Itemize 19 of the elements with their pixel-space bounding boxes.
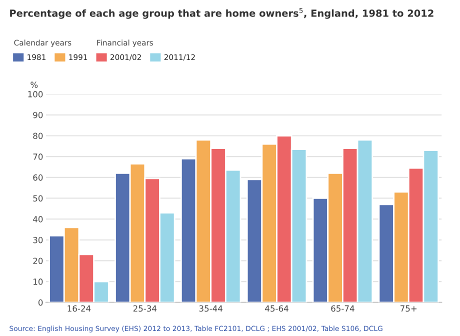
y-tick-label: 70: [33, 154, 43, 160]
y-tick-label: 20: [33, 258, 43, 264]
y-tick-label: 50: [33, 195, 43, 202]
y-tick-label: 30: [33, 236, 43, 244]
y-tick-label: 40: [33, 216, 43, 222]
y-tick-label: 10: [34, 278, 43, 285]
y-axis-title: %: [30, 82, 38, 88]
chart-title: Percentage of each age group that are home owners$^{5}$, England, 1981 to 2012: [10, 8, 434, 19]
x-tick-label: 16-24: [68, 305, 91, 312]
x-tick-label: 45-64: [265, 305, 288, 312]
x-tick-label: 75+: [400, 305, 417, 312]
y-tick-label: 0: [38, 299, 43, 306]
y-tick-label: 80: [33, 132, 43, 140]
y-tick-label: 100: [28, 91, 43, 98]
x-tick-label: 25-34: [133, 305, 157, 312]
y-tick-label: 60: [33, 174, 43, 181]
x-tick-label: 35-44: [199, 305, 222, 312]
y-tick-label: 90: [33, 112, 43, 118]
x-tick-label: 65-74: [331, 305, 354, 312]
